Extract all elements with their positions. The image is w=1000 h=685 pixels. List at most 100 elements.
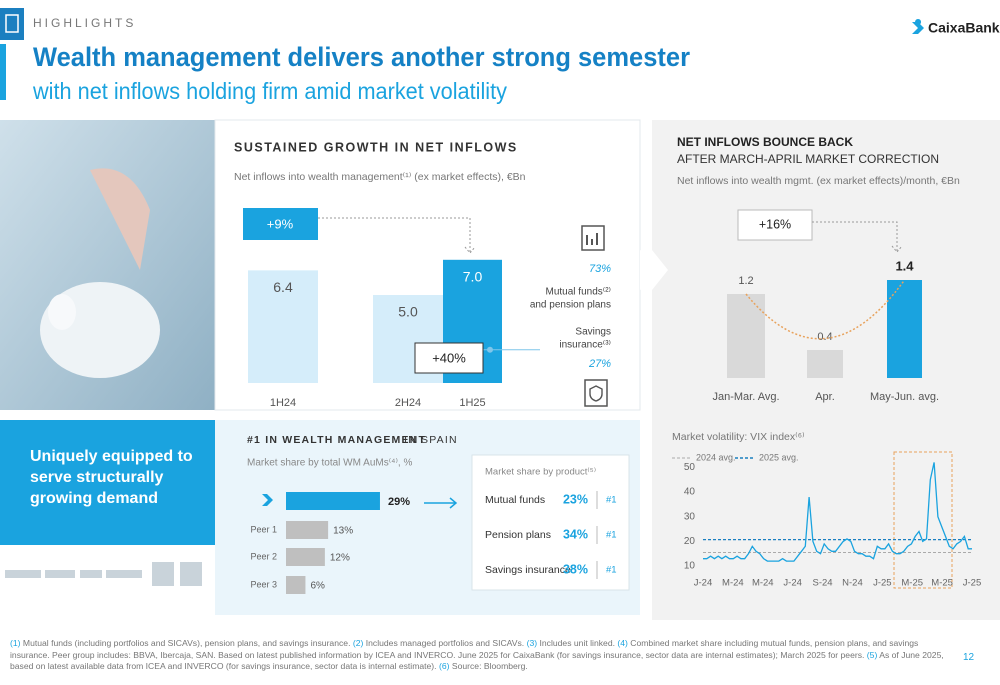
share-label: 27%	[588, 358, 611, 370]
growth-label: +9%	[267, 216, 294, 231]
growth-label: +16%	[759, 217, 791, 231]
legend-2025-label: 2025 avg.	[759, 452, 799, 462]
growth-box	[414, 342, 484, 374]
share-heading: #1 IN WEALTH MANAGEMENT	[247, 434, 426, 446]
x-tick-label: N-24	[842, 578, 863, 589]
piggy-snout	[48, 294, 76, 330]
share-bar	[286, 521, 329, 539]
x-tick-label: M-24	[722, 578, 744, 589]
bar	[727, 294, 765, 378]
highlight-box	[893, 451, 953, 589]
y-tick-label: 40	[684, 487, 696, 498]
growth-connector	[812, 221, 903, 253]
hand	[90, 168, 150, 270]
x-tick-label: M-25	[901, 578, 923, 589]
breakdown-label: Mutual funds⁽²⁾	[546, 287, 612, 298]
vix-line	[703, 462, 972, 562]
footnote-text: As of June 2025, based on latest availab…	[10, 649, 944, 672]
inflows-subtitle: Net inflows into wealth management⁽¹⁾ (e…	[234, 171, 526, 183]
logo	[180, 562, 202, 586]
inflows-heading: SUSTAINED GROWTH IN NET INFLOWS	[234, 140, 518, 154]
growth-box	[243, 208, 318, 240]
peer-label: Peer 2	[250, 551, 277, 561]
footnote-text: Includes managed portfolios and SICAVs.	[365, 638, 525, 648]
logo	[152, 562, 174, 586]
x-tick-label: J-25	[873, 578, 891, 589]
share-bar	[286, 492, 380, 510]
funds-icon-bars	[586, 233, 598, 245]
logo	[106, 570, 142, 578]
breakdown-label: insurance⁽³⁾	[559, 340, 611, 351]
logo	[5, 570, 41, 578]
funds-icon	[581, 225, 605, 251]
product-rank: #1	[606, 530, 617, 541]
x-tick-label: M-24	[752, 578, 774, 589]
share-value: 6%	[310, 581, 325, 592]
icon-doc	[5, 14, 19, 33]
product-name: Pension plans	[485, 529, 551, 541]
logo	[45, 570, 75, 578]
x-tick-label: J-25	[963, 578, 981, 589]
bar-value: 5.0	[398, 304, 418, 320]
products-title: Market share by product⁽⁵⁾	[485, 467, 596, 478]
bar	[887, 280, 922, 378]
footnote-mark: (4)	[617, 638, 628, 648]
share-value: 29%	[388, 496, 410, 508]
brand-star	[262, 494, 273, 506]
accent-bar	[0, 44, 6, 100]
bar-value: 7.0	[463, 269, 483, 285]
bar	[807, 350, 843, 378]
share-heading-suffix: IN SPAIN	[404, 434, 458, 446]
bar-value: 1.2	[738, 275, 753, 287]
footnote-text: Source: Bloomberg.	[451, 661, 528, 671]
bar	[248, 270, 318, 383]
panel-arrow	[640, 250, 660, 290]
share-value: 12%	[330, 553, 350, 564]
y-tick-label: 30	[684, 511, 696, 522]
footnote-mark: (1)	[10, 638, 21, 648]
tagline: Uniquely equipped to	[30, 448, 193, 465]
tagline: serve structurally	[30, 469, 164, 486]
share-value: 13%	[333, 526, 353, 537]
share-subtitle: Market share by total WM AuMs⁽⁴⁾, %	[247, 458, 412, 469]
share-label: 73%	[589, 263, 611, 275]
section-label: HIGHLIGHTS	[33, 16, 136, 30]
breakdown-label: and pension plans	[530, 300, 611, 311]
x-label: 1H25	[459, 397, 485, 409]
footnote-mark: (5)	[866, 649, 878, 660]
product-share: 23%	[563, 492, 588, 506]
insurance-shield	[589, 385, 603, 402]
monthly-heading2: AFTER MARCH-APRIL MARKET CORRECTION	[677, 152, 939, 166]
x-label: 2H24	[395, 397, 421, 409]
bar-value: 0.4	[817, 331, 832, 343]
share-bar	[286, 576, 306, 594]
y-tick-label: 20	[684, 536, 696, 547]
y-tick-label: 10	[684, 561, 696, 572]
subtitle: with net inflows holding firm amid marke…	[32, 78, 507, 104]
peer-label: Peer 3	[250, 579, 277, 589]
footnote-mark: (2)	[352, 638, 364, 648]
x-tick-label: J-24	[783, 578, 801, 589]
x-label: Apr.	[815, 391, 835, 403]
brand: CaixaBank	[928, 20, 1000, 36]
y-tick-label: 50	[684, 462, 696, 473]
x-label: 1H24	[270, 397, 296, 409]
brand-logo	[912, 19, 924, 34]
products-box	[471, 454, 630, 591]
growth-connector	[318, 217, 476, 254]
growth-box	[737, 209, 813, 241]
footnote-text: Combined market share including mutual f…	[10, 638, 919, 660]
tagline: growing demand	[30, 490, 158, 507]
share-arrow	[424, 497, 458, 509]
product-name: Savings insurance	[485, 564, 571, 576]
trend-curve	[745, 279, 906, 340]
product-rank: #1	[606, 495, 617, 506]
footnote-text: Includes unit linked.	[539, 638, 615, 648]
vix-title: Market volatility: VIX index⁽⁶⁾	[672, 431, 805, 443]
growth-label: +40%	[432, 350, 466, 365]
footnote-mark: (3)	[526, 638, 538, 648]
x-label: May-Jun. avg.	[870, 391, 939, 403]
breakdown-label: Savings	[575, 327, 611, 338]
